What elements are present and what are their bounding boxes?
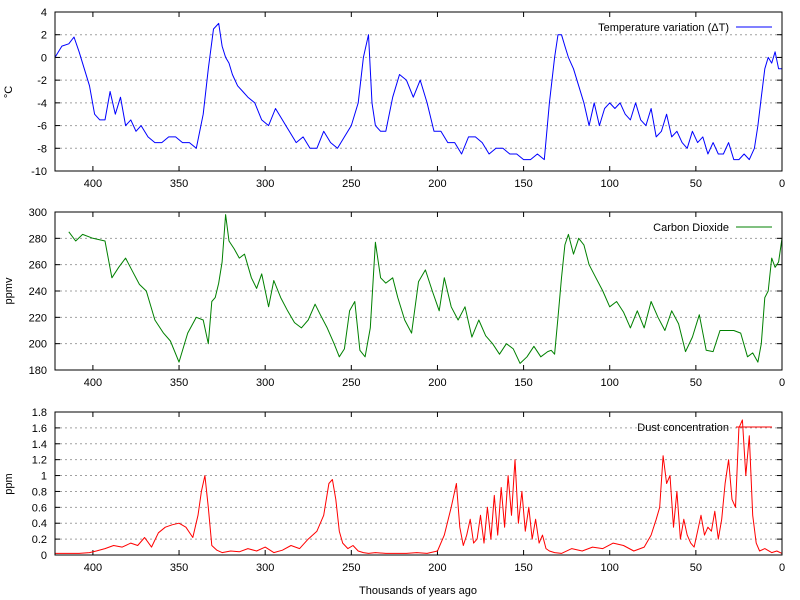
x-tick-label: 150 bbox=[514, 562, 532, 574]
plot-frame bbox=[54, 211, 783, 371]
x-tick-label: 300 bbox=[256, 377, 274, 389]
y-tick-label: 1.6 bbox=[32, 423, 47, 435]
x-tick-label: 350 bbox=[170, 178, 188, 190]
y-tick-label: 180 bbox=[29, 365, 47, 377]
x-tick-label: 250 bbox=[342, 562, 360, 574]
chart-panel-2: 300 280 260 240 220 200 180 400 350 300 250 200 150 1… bbox=[3, 207, 785, 389]
x-tick-label: 200 bbox=[428, 377, 446, 389]
y-tick-label: 2 bbox=[41, 30, 47, 42]
series-line bbox=[55, 419, 783, 554]
x-tick-label: 400 bbox=[84, 178, 102, 190]
y-tick-label: 240 bbox=[29, 286, 47, 298]
y-tick-label: 220 bbox=[29, 312, 47, 324]
y-tick-label: 260 bbox=[29, 260, 47, 272]
x-tick-label: 300 bbox=[256, 562, 274, 574]
y-tick-label: 300 bbox=[29, 207, 47, 219]
x-tick-label: 150 bbox=[514, 377, 532, 389]
y-tick-label: -8 bbox=[37, 143, 47, 155]
x-tick-label: 0 bbox=[779, 377, 785, 389]
x-tick-label: 400 bbox=[84, 377, 102, 389]
series-line bbox=[54, 22, 782, 161]
series-line bbox=[68, 214, 783, 364]
x-tick-label: 50 bbox=[690, 562, 702, 574]
plot-frame bbox=[54, 11, 783, 172]
y-axis-title: °C bbox=[3, 86, 15, 98]
y-tick-label: 1 bbox=[41, 471, 47, 483]
y-tick-label: 0.4 bbox=[32, 518, 47, 530]
y-tick-label: 4 bbox=[41, 7, 47, 19]
x-tick-label: 250 bbox=[342, 377, 360, 389]
x-tick-label: 150 bbox=[514, 178, 532, 190]
y-tick-label: 1.8 bbox=[32, 407, 47, 419]
x-tick-label: 50 bbox=[690, 377, 702, 389]
x-tick-label: 0 bbox=[779, 178, 785, 190]
x-tick-label: 250 bbox=[342, 178, 360, 190]
legend-label: Carbon Dioxide bbox=[653, 222, 729, 234]
y-tick-label: 200 bbox=[29, 339, 47, 351]
y-tick-label: 0.2 bbox=[32, 534, 47, 546]
y-axis-title: ppmv bbox=[3, 277, 15, 304]
legend-label: Dust concentration bbox=[637, 422, 729, 434]
x-tick-label: 200 bbox=[428, 178, 446, 190]
y-tick-label: -2 bbox=[37, 75, 47, 87]
x-tick-label: 400 bbox=[84, 562, 102, 574]
y-tick-label: -4 bbox=[37, 98, 47, 110]
plot-frame bbox=[54, 411, 783, 556]
y-tick-label: 1.2 bbox=[32, 455, 47, 467]
y-tick-label: -10 bbox=[31, 166, 47, 178]
y-tick-label: 0 bbox=[41, 52, 47, 64]
x-tick-label: 350 bbox=[170, 562, 188, 574]
x-axis-title: Thousands of years ago bbox=[359, 585, 477, 597]
chart-panel-3: 1.8 1.6 1.4 1.2 1 0.8 0.6 0.4 0.2 0 400 350 300 250 20… bbox=[3, 407, 785, 574]
chart-panel-1: 4 2 0 -2 -4 -6 -8 -10 400 350 300 250 200 150 100 50 0 Te… bbox=[3, 7, 785, 190]
x-tick-label: 100 bbox=[601, 562, 619, 574]
y-tick-label: 0 bbox=[41, 550, 47, 562]
x-tick-label: 200 bbox=[428, 562, 446, 574]
x-tick-label: 0 bbox=[779, 562, 785, 574]
y-tick-label: -6 bbox=[37, 121, 47, 133]
x-tick-label: 100 bbox=[601, 178, 619, 190]
x-tick-label: 350 bbox=[170, 377, 188, 389]
legend-label: Temperature variation (ΔT) bbox=[598, 22, 729, 34]
y-tick-label: 280 bbox=[29, 233, 47, 245]
y-tick-label: 0.6 bbox=[32, 502, 47, 514]
x-tick-label: 300 bbox=[256, 178, 274, 190]
y-axis-title: ppm bbox=[3, 473, 15, 494]
y-tick-label: 1.4 bbox=[32, 439, 47, 451]
x-tick-label: 100 bbox=[601, 377, 619, 389]
x-tick-label: 50 bbox=[690, 178, 702, 190]
y-tick-label: 0.8 bbox=[32, 486, 47, 498]
